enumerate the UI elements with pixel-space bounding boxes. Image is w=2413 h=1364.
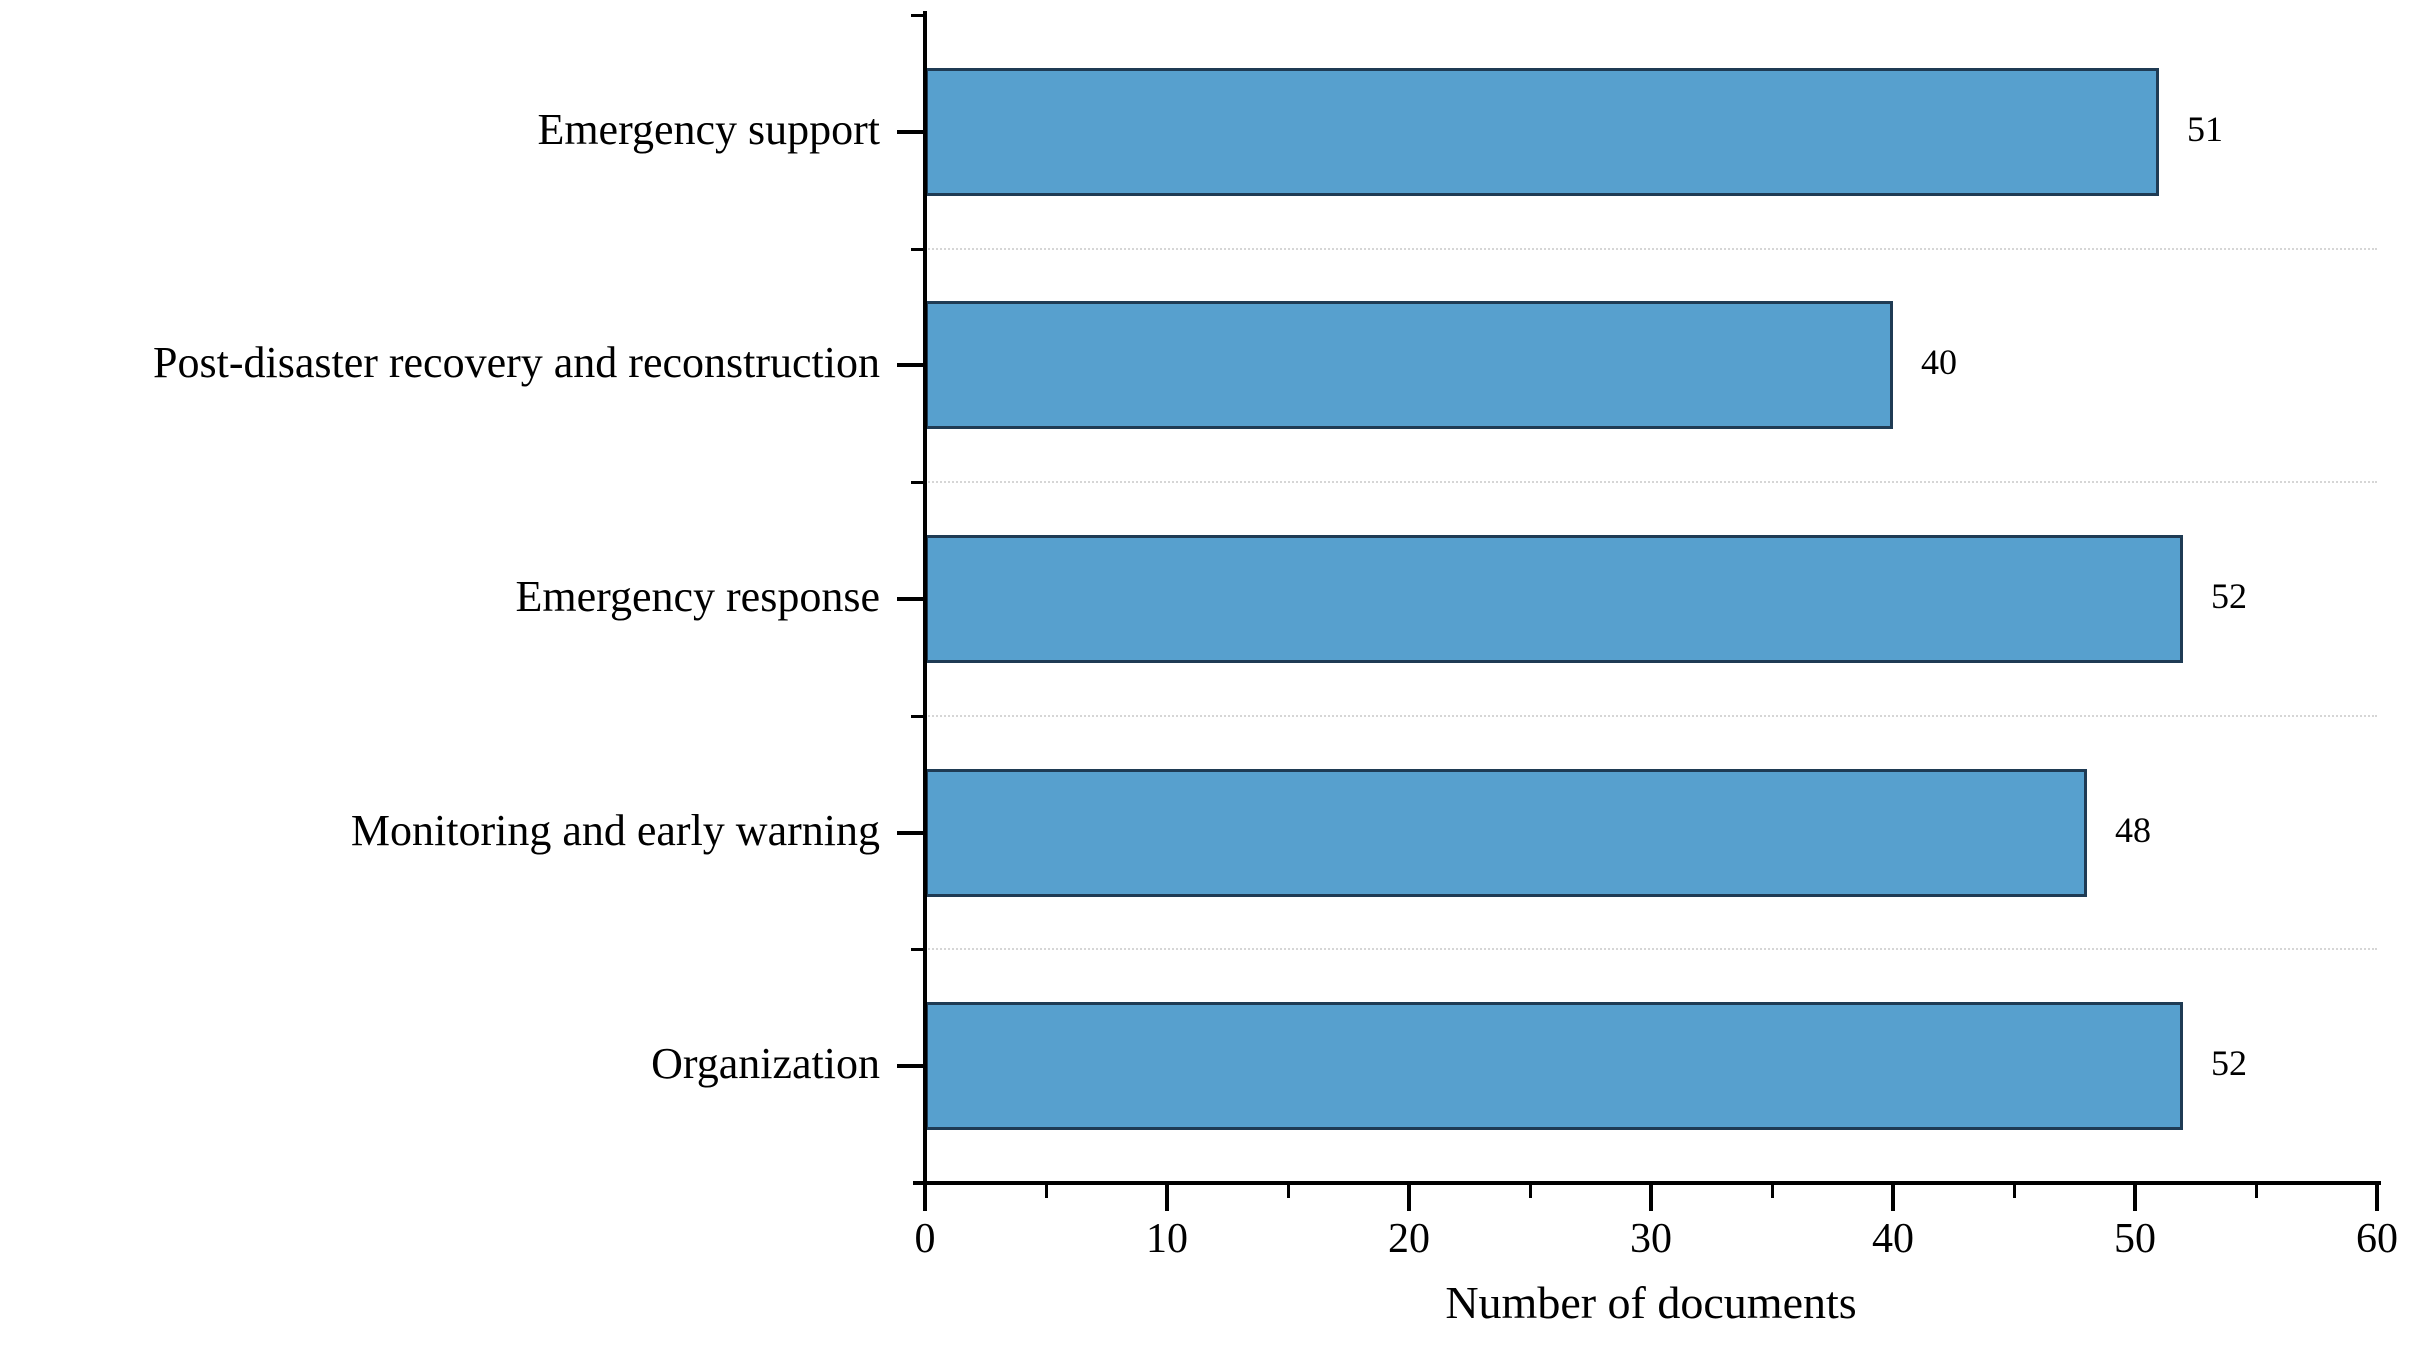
x-axis-minor-tick [2255, 1185, 2258, 1198]
x-axis-minor-tick [1771, 1185, 1774, 1198]
y-axis-minor-tick [911, 714, 925, 718]
x-axis-tick-label: 30 [1630, 1216, 1672, 1262]
x-axis-minor-tick [1529, 1185, 1532, 1198]
x-axis-major-tick [1165, 1185, 1169, 1211]
y-axis-minor-tick [911, 14, 925, 17]
y-axis-major-tick [897, 831, 925, 835]
y-axis-major-tick [897, 597, 925, 601]
bar-value-label: 52 [2211, 576, 2247, 616]
category-label: Organization [651, 1039, 880, 1088]
bar-value-label: 51 [2187, 109, 2223, 149]
bar-value-label: 48 [2115, 810, 2151, 850]
category-label: Monitoring and early warning [350, 806, 880, 855]
x-axis-tick-label: 60 [2356, 1216, 2398, 1262]
x-axis-minor-tick [2013, 1185, 2016, 1198]
x-axis-major-tick [923, 1185, 927, 1211]
x-axis-major-tick [1407, 1185, 1411, 1211]
x-axis-major-tick [2133, 1185, 2137, 1211]
x-axis-line [913, 1181, 2381, 1185]
x-axis-tick-label: 20 [1388, 1216, 1430, 1262]
x-axis-tick-label: 0 [914, 1216, 936, 1262]
x-axis-tick-label: 40 [1872, 1216, 1914, 1262]
y-axis-major-tick [897, 363, 925, 367]
category-label: Post-disaster recovery and reconstructio… [153, 338, 880, 387]
bar-organization [925, 1002, 2183, 1130]
x-axis-minor-tick [1045, 1185, 1048, 1198]
x-axis-major-tick [2375, 1185, 2379, 1211]
bar-emergency-support [925, 68, 2159, 196]
y-axis-minor-tick [911, 481, 925, 485]
x-axis-major-tick [1649, 1185, 1653, 1211]
bar-post-disaster-recovery-and-reconstruction [925, 301, 1893, 429]
x-axis-major-tick [1891, 1185, 1895, 1211]
category-label: Emergency support [537, 105, 880, 154]
x-axis-minor-tick [1287, 1185, 1290, 1198]
bar-value-label: 40 [1921, 342, 1957, 382]
y-axis-major-tick [897, 130, 925, 134]
y-axis-minor-tick [911, 247, 925, 251]
gridline [925, 247, 2377, 250]
y-axis-minor-tick [911, 948, 925, 952]
gridline [925, 714, 2377, 717]
category-label: Emergency response [515, 572, 880, 621]
x-axis-tick-label: 50 [2114, 1216, 2156, 1262]
bar-emergency-response [925, 535, 2183, 663]
bar-monitoring-and-early-warning [925, 769, 2087, 897]
x-axis-tick-label: 10 [1146, 1216, 1188, 1262]
y-axis-line [923, 11, 927, 1187]
bar-value-label: 52 [2211, 1043, 2247, 1083]
gridline [925, 481, 2377, 484]
gridline [925, 948, 2377, 951]
y-axis-major-tick [897, 1064, 925, 1068]
x-axis-title: Number of documents [1445, 1277, 1857, 1328]
